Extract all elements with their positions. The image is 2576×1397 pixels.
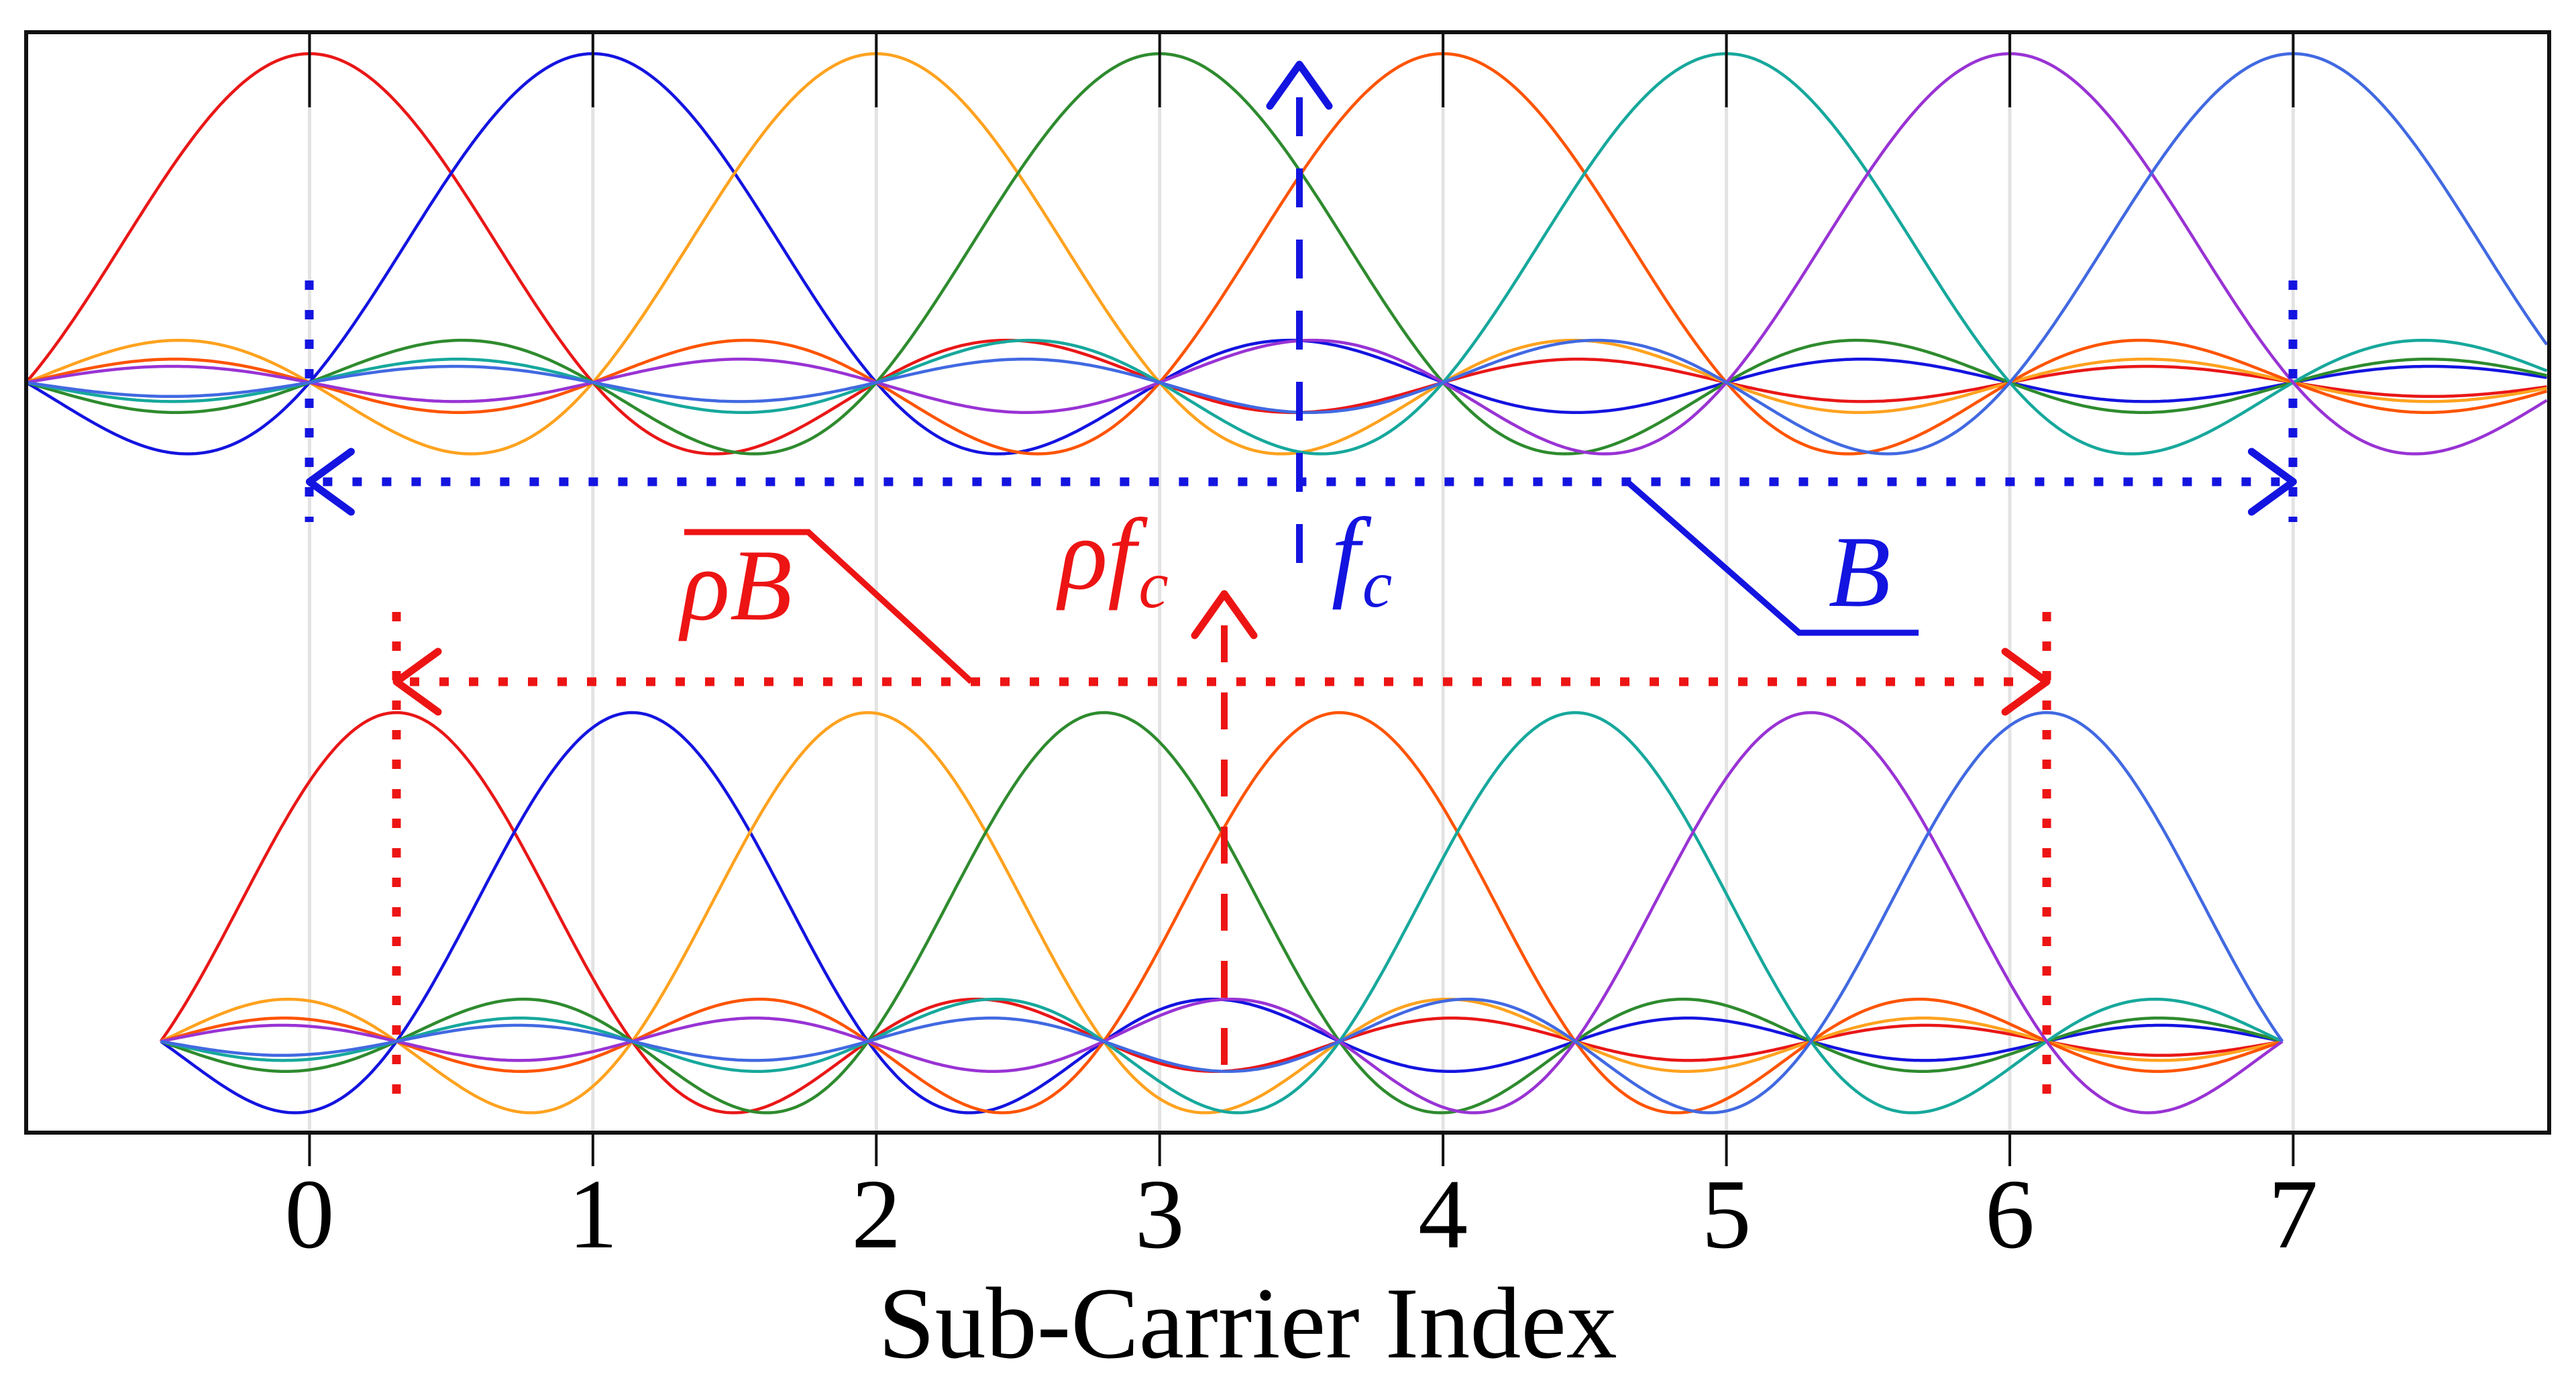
wideband-subcarrier-2-curve bbox=[25, 52, 2547, 456]
B-label-leader-line bbox=[1627, 480, 1919, 636]
wideband-subcarrier-6-curve bbox=[25, 52, 2548, 456]
x-axis-title: Sub-Carrier Index bbox=[878, 1267, 1617, 1380]
compressed-subcarrier-5-curve bbox=[160, 711, 2284, 1115]
wideband-subcarrier-4-curve bbox=[25, 52, 2548, 456]
x-tick-label-6: 6 bbox=[1984, 1159, 2035, 1270]
x-tick-label-2: 2 bbox=[851, 1159, 902, 1270]
wideband-subcarrier-7-curve bbox=[25, 52, 2548, 456]
label-B: B bbox=[1829, 521, 1891, 623]
x-tick-label-3: 3 bbox=[1134, 1159, 1185, 1270]
wideband-subcarrier-0-curve bbox=[25, 52, 2547, 456]
x-tick-label-0: 0 bbox=[284, 1159, 335, 1270]
plot-border bbox=[24, 30, 2551, 1135]
label-fc-main: f bbox=[1331, 497, 1360, 610]
arrowhead-left bbox=[2001, 648, 2051, 716]
label-rho-B-text: ρB bbox=[681, 529, 792, 641]
label-B-text: B bbox=[1828, 515, 1891, 628]
arrowhead-right bbox=[305, 448, 355, 516]
label-rho-fc: ρfc bbox=[1059, 503, 1169, 619]
wideband-subcarrier-5-curve bbox=[25, 52, 2548, 456]
x-tick-label-7: 7 bbox=[2268, 1159, 2318, 1270]
label-rho-B: ρB bbox=[681, 534, 792, 636]
label-rho-fc-subscript: c bbox=[1138, 548, 1169, 622]
arrowhead-left bbox=[2247, 448, 2297, 516]
wideband-subcarrier-3-curve bbox=[25, 52, 2548, 456]
label-rho-fc-main: ρf bbox=[1059, 498, 1136, 611]
x-tick-label-5: 5 bbox=[1701, 1159, 1752, 1270]
arrowhead-up bbox=[1191, 590, 1258, 639]
x-tick-label-1: 1 bbox=[568, 1159, 618, 1270]
x-tick-label-4: 4 bbox=[1418, 1159, 1468, 1270]
label-fc: fc bbox=[1332, 503, 1393, 618]
label-fc-subscript: c bbox=[1362, 547, 1393, 621]
arrowhead-right bbox=[392, 648, 442, 716]
rhoB-label-leader-line bbox=[684, 529, 974, 684]
wideband-subcarrier-1-curve bbox=[25, 52, 2547, 456]
arrowhead-up bbox=[1266, 60, 1333, 110]
compressed-subcarrier-7-curve bbox=[160, 711, 2284, 1115]
